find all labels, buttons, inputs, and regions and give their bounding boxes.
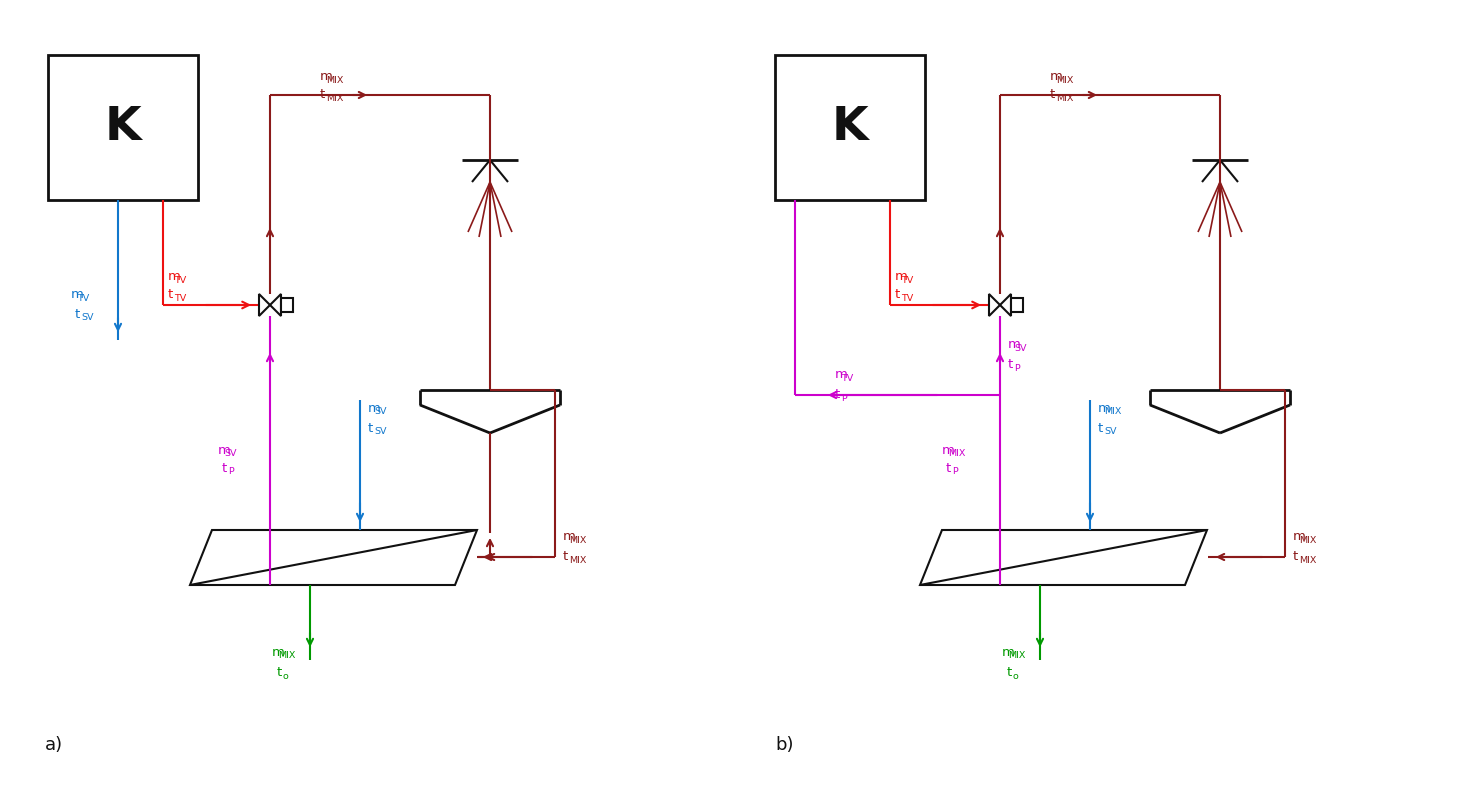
Text: MIX: MIX [1008,651,1026,660]
Text: o: o [1012,672,1018,681]
Text: t: t [1097,421,1103,435]
Text: K: K [832,105,869,150]
Text: a): a) [45,736,63,754]
Text: m: m [1008,339,1021,351]
Text: t: t [223,461,227,475]
Text: o: o [283,672,289,681]
Text: MIX: MIX [278,651,296,660]
Text: b): b) [775,736,794,754]
Bar [775,55,924,200]
Text: SV: SV [1014,344,1027,353]
Text: m: m [368,402,381,414]
Polygon shape [920,530,1207,585]
Text: MIX: MIX [325,94,343,103]
Text: K: K [104,105,141,150]
Text: t: t [1006,667,1012,680]
Text: SV: SV [374,407,387,416]
Text: t: t [563,550,568,564]
Text: SV: SV [81,313,94,322]
Text: TV: TV [841,374,853,383]
Text: m: m [1294,531,1305,543]
Text: t: t [1050,89,1055,101]
Text: SV: SV [374,427,387,436]
Text: MIX: MIX [1056,76,1074,85]
Text: MIX: MIX [568,536,586,545]
Bar [1011,299,1023,311]
Text: TV: TV [901,294,913,303]
Text: m: m [1050,71,1064,83]
Text: SV: SV [1105,427,1116,436]
Text: TV: TV [174,276,186,285]
Text: MIX: MIX [1056,94,1074,103]
Text: m: m [319,71,333,83]
Text: TV: TV [174,294,186,303]
Text: MIX: MIX [1105,407,1121,416]
Text: MIX: MIX [948,449,965,458]
Text: t: t [368,421,374,435]
Text: m: m [895,270,908,284]
Text: t: t [1008,358,1014,372]
Text: m: m [218,443,231,457]
Text: m: m [168,270,180,284]
Text: MIX: MIX [325,76,343,85]
Text: TV: TV [901,276,913,285]
Text: MIX: MIX [568,556,586,565]
Text: TV: TV [76,294,89,303]
Text: t: t [319,89,325,101]
Text: t: t [277,667,283,680]
Text: t: t [895,288,901,302]
Text: t: t [946,461,951,475]
Text: m: m [563,531,576,543]
Text: t: t [1294,550,1298,564]
Bar [48,55,198,200]
Text: MIX: MIX [1299,536,1316,545]
Text: t: t [168,288,173,302]
Text: m: m [942,443,955,457]
Text: m: m [1002,645,1015,659]
Text: t: t [835,388,841,402]
Text: P: P [229,467,233,476]
Text: P: P [841,394,847,403]
Text: m: m [835,369,848,381]
Text: MIX: MIX [1299,556,1316,565]
Text: t: t [75,307,81,321]
Text: m: m [70,288,84,302]
Bar [281,299,293,311]
Text: m: m [272,645,284,659]
Polygon shape [190,530,478,585]
Text: SV: SV [224,449,236,458]
Text: P: P [1014,364,1020,373]
Text: m: m [1097,402,1110,414]
Text: P: P [952,467,958,476]
